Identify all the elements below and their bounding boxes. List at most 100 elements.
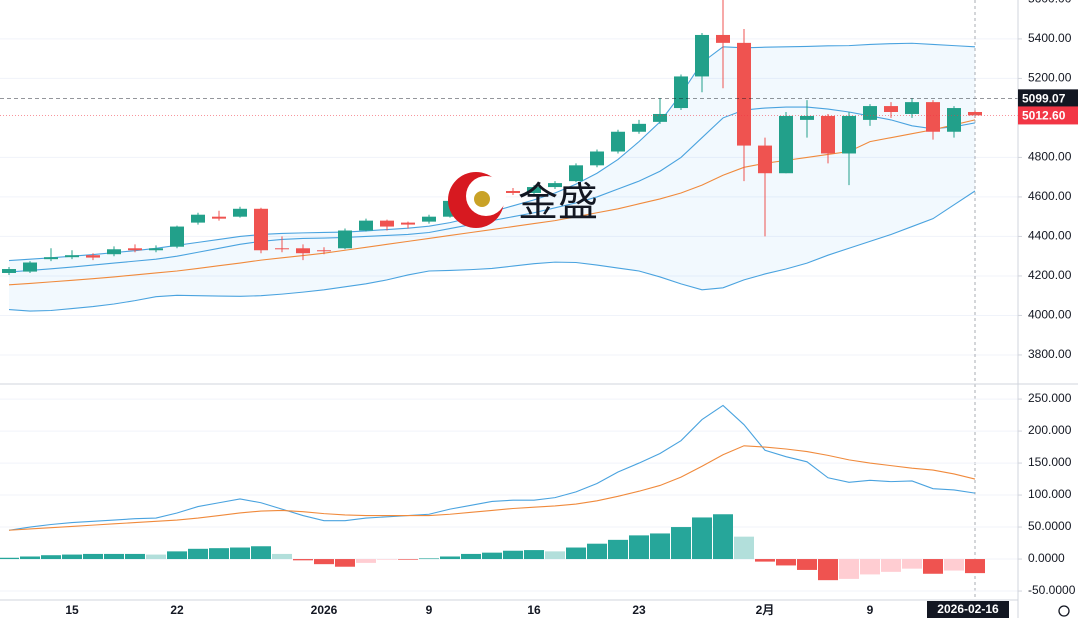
y-tick-label: 4600.00	[1028, 189, 1072, 203]
y-tick-label: 5200.00	[1028, 71, 1072, 85]
settings-icon[interactable]	[1058, 605, 1070, 617]
x-tick-label: 9	[867, 603, 874, 617]
histogram-bar	[587, 543, 607, 560]
histogram-bar	[41, 555, 61, 560]
histogram-bar	[293, 559, 313, 561]
candle-body	[191, 214, 205, 223]
histogram-bar	[713, 514, 733, 560]
candle-body	[674, 76, 688, 109]
y-tick-label: -50.0000	[1028, 583, 1076, 597]
candle-body	[338, 230, 352, 249]
histogram-bar	[356, 559, 376, 563]
x-tick-label: 15	[65, 603, 79, 617]
candle-body	[23, 262, 37, 272]
y-tick-label: 5400.00	[1028, 31, 1072, 45]
histogram-bar	[83, 553, 103, 560]
candle-body	[128, 248, 142, 251]
y-tick-label: 50.0000	[1028, 519, 1072, 533]
histogram-bar	[860, 559, 880, 575]
price-label: 5099.07	[1022, 92, 1066, 106]
candle-body	[359, 220, 373, 231]
candle-body	[758, 145, 772, 174]
histogram-bar	[482, 552, 502, 560]
histogram-bar	[566, 547, 586, 560]
price-label-box	[1018, 106, 1078, 125]
histogram-bar	[818, 559, 838, 581]
candle-body	[569, 165, 583, 182]
y-tick-label: 4400.00	[1028, 229, 1072, 243]
histogram-bar	[104, 553, 124, 560]
histogram-bar	[209, 548, 229, 560]
candle-body	[548, 183, 562, 188]
y-tick-label: 4200.00	[1028, 268, 1072, 282]
candle-body	[611, 131, 625, 152]
histogram-bar	[965, 559, 985, 574]
histogram-bar	[230, 547, 250, 560]
candle-body	[968, 111, 982, 116]
candle-body	[107, 249, 121, 255]
logo: 金盛	[448, 172, 598, 228]
candle-body	[86, 255, 100, 258]
price-label: 5012.60	[1022, 109, 1066, 123]
candle-body	[149, 248, 163, 251]
logo-text: 金盛	[518, 181, 598, 225]
candle-body	[506, 191, 520, 193]
y-tick-label: 200.000	[1028, 423, 1072, 437]
candle-body	[716, 34, 730, 43]
gear[interactable]	[1058, 605, 1070, 617]
histogram-bar	[923, 559, 943, 574]
y-tick-label: 4000.00	[1028, 308, 1072, 322]
x-tick-label: 2026-02-16	[937, 602, 999, 616]
indicator-line	[8, 190, 976, 312]
histogram-bar	[167, 551, 187, 560]
x-tick-label: 2026	[311, 603, 338, 617]
candle-body	[422, 216, 436, 222]
candle-body	[233, 208, 247, 217]
candle-body	[296, 248, 310, 254]
x-tick-label: 9	[426, 603, 433, 617]
logo-dot	[474, 191, 490, 207]
candle-body	[863, 106, 877, 120]
candle-body	[737, 42, 751, 146]
candle-body	[44, 257, 58, 260]
histogram-bar	[608, 539, 628, 560]
band-fill	[9, 43, 975, 312]
histogram-bar	[755, 559, 775, 562]
histogram-bar	[188, 548, 208, 560]
histogram-bar	[335, 559, 355, 567]
candle-body	[317, 250, 331, 252]
candle-body	[695, 34, 709, 77]
candle-body	[275, 248, 289, 250]
histogram-bar	[545, 551, 565, 560]
macd-line	[8, 445, 976, 531]
histogram-bar	[398, 559, 418, 560]
candle-body	[527, 187, 541, 193]
histogram-bar	[461, 553, 481, 560]
y-tick-label: 100.000	[1028, 487, 1072, 501]
histogram-bar	[377, 559, 397, 560]
histogram-bar	[146, 554, 166, 560]
y-tick-label: 5600.00	[1028, 0, 1072, 6]
candle-body	[590, 151, 604, 166]
histogram-bar	[692, 517, 712, 560]
candle-body	[821, 115, 835, 154]
candle-body	[170, 226, 184, 247]
x-tick-label: 2月	[756, 603, 775, 617]
candle-body	[2, 269, 16, 273]
candle-body	[800, 115, 814, 120]
histogram-bar	[944, 559, 964, 571]
y-tick-label: 0.0000	[1028, 551, 1065, 565]
candle-body	[842, 115, 856, 154]
candle-body	[401, 222, 415, 225]
indicator-line	[8, 119, 976, 286]
candle-body	[947, 108, 961, 132]
histogram-bar	[881, 559, 901, 572]
candle-body	[65, 255, 79, 258]
candle-body	[254, 208, 268, 251]
price-label-box	[1018, 89, 1078, 108]
histogram-bar	[125, 553, 145, 560]
histogram-bar	[0, 557, 19, 560]
histogram-bar	[902, 559, 922, 569]
candle-body	[926, 102, 940, 132]
